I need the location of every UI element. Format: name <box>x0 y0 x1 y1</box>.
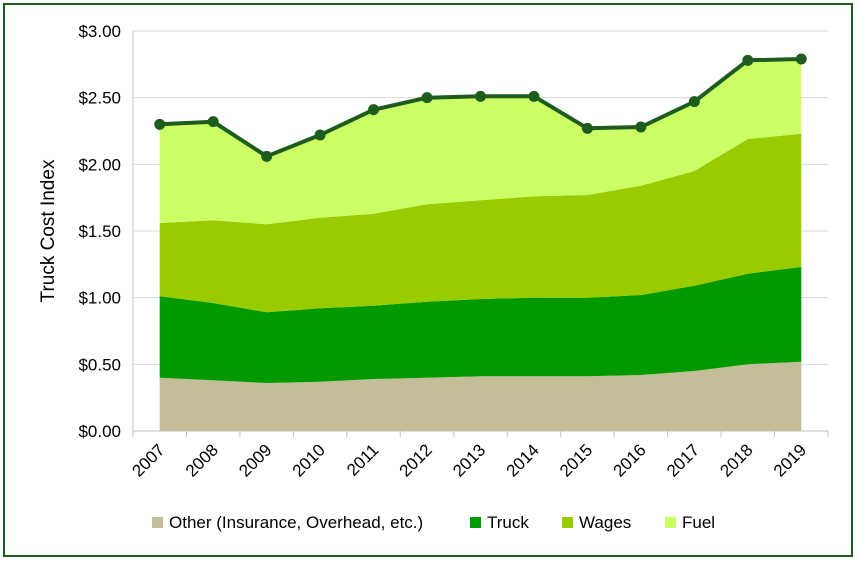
legend-swatch-fuel <box>665 517 676 528</box>
total-point-2010 <box>314 129 326 141</box>
total-point-2017 <box>688 96 700 108</box>
x-tick-labels: 2007 2008 2009 2010 2011 2012 2013 2014 2015 2016… <box>128 440 810 480</box>
x-tick-label-2010: 2010 <box>289 440 329 480</box>
area-fuel <box>159 59 802 225</box>
total-point-2014 <box>528 90 540 102</box>
area-wages <box>159 133 802 313</box>
x-tick-label-2015: 2015 <box>556 440 596 480</box>
total-point-2009 <box>261 150 273 162</box>
x-tick-label-2013: 2013 <box>449 440 489 480</box>
x-tick-label-2017: 2017 <box>663 440 703 480</box>
legend-label-wages: Wages <box>579 513 631 532</box>
y-tick-label-3: $1.50 <box>78 222 121 241</box>
total-point-2011 <box>368 104 380 116</box>
x-tick-label-2016: 2016 <box>610 440 650 480</box>
total-point-2019 <box>795 53 807 65</box>
total-line <box>154 53 807 162</box>
x-tick-label-2011: 2011 <box>343 440 382 479</box>
y-tick-label-4: $2.00 <box>78 155 121 174</box>
legend-label-other: Other (Insurance, Overhead, etc.) <box>169 513 423 532</box>
axes <box>132 31 829 437</box>
total-point-2013 <box>475 90 486 102</box>
x-tick-label-2008: 2008 <box>182 440 222 480</box>
legend-swatch-truck <box>470 517 481 528</box>
total-point-2018 <box>742 54 754 66</box>
legend-swatch-wages <box>562 517 573 528</box>
y-axis-label: Truck Cost Index <box>38 159 59 302</box>
y-tick-label-5: $2.50 <box>78 89 121 108</box>
total-point-2012 <box>421 92 433 104</box>
area-truck <box>159 267 802 383</box>
total-point-2007 <box>154 118 166 130</box>
x-tick-label-2018: 2018 <box>716 440 756 480</box>
y-tick-label-2: $1.00 <box>78 289 121 308</box>
y-tick-label-6: $3.00 <box>78 22 121 41</box>
x-tick-label-2007: 2007 <box>128 440 168 480</box>
area-other <box>159 361 802 431</box>
x-tick-label-2012: 2012 <box>396 440 436 480</box>
y-tick-label-1: $0.50 <box>78 355 121 374</box>
legend-label-truck: Truck <box>487 513 529 532</box>
total-point-2008 <box>207 116 219 128</box>
legend-label-fuel: Fuel <box>682 513 715 532</box>
x-tick-label-2009: 2009 <box>235 440 275 480</box>
legend: Other (Insurance, Overhead, etc.) Truck Wa… <box>152 513 715 532</box>
x-tick-label-2014: 2014 <box>503 440 543 480</box>
y-tick-labels: $0.00 $0.50 $1.00 $1.50 $2.00 $2.50 $3.00 <box>78 22 121 441</box>
y-tick-label-0: $0.00 <box>78 422 121 441</box>
legend-swatch-other <box>152 517 163 528</box>
total-point-2016 <box>635 121 647 133</box>
total-point-2015 <box>581 122 593 134</box>
x-tick-label-2019: 2019 <box>770 440 810 480</box>
stacked-areas <box>159 59 802 431</box>
